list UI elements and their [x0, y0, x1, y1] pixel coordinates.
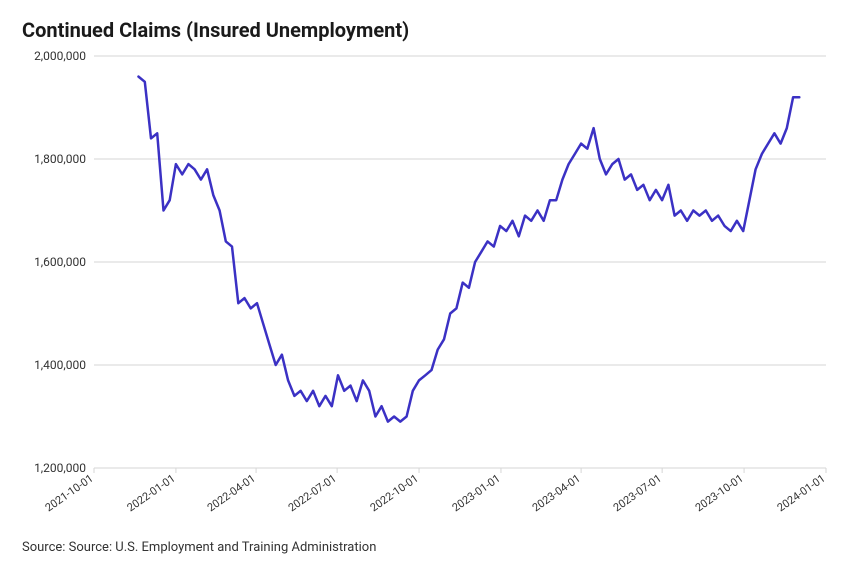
x-tick-label: 2022-04-01	[205, 472, 258, 515]
y-tick-label: 2,000,000	[34, 50, 86, 63]
x-tick-label: 2022-10-01	[368, 472, 421, 515]
source-line: Source: Source: U.S. Employment and Trai…	[22, 540, 838, 555]
y-tick-label: 1,600,000	[34, 255, 86, 269]
x-tick-label: 2021-10-01	[43, 472, 96, 515]
x-tick-label: 2023-04-01	[530, 472, 583, 515]
x-tick-label: 2023-10-01	[693, 472, 746, 515]
x-tick-label: 2023-07-01	[611, 472, 664, 515]
y-tick-label: 1,400,000	[34, 358, 86, 372]
chart-title: Continued Claims (Insured Unemployment)	[22, 18, 838, 42]
x-tick-label: 2022-07-01	[286, 472, 339, 515]
y-tick-label: 1,200,000	[34, 461, 86, 475]
line-chart: 1,200,000 1,400,000 1,600,000 1,800,000 2,00…	[22, 50, 838, 530]
y-tick-label: 1,800,000	[34, 152, 86, 166]
x-tick-label: 2024-01-01	[775, 472, 828, 515]
series-line	[139, 77, 800, 422]
x-tick-label: 2022-01-01	[125, 472, 178, 515]
x-tick-label: 2023-01-01	[450, 472, 503, 515]
